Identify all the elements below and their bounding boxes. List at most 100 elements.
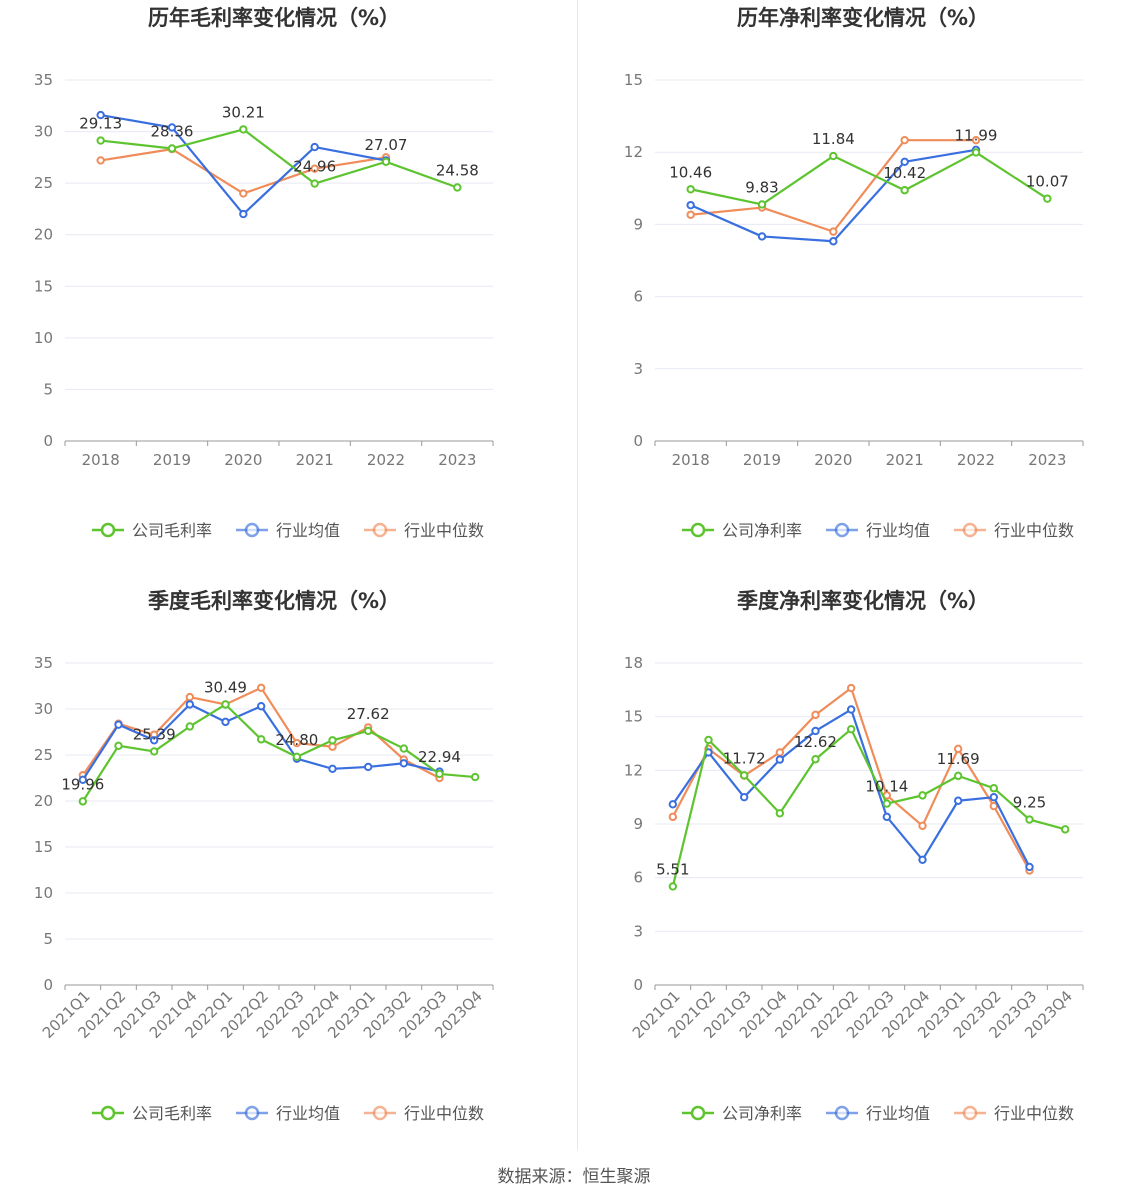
legend-label-company: 公司毛利率 [132, 1104, 212, 1123]
data-point-company [381, 157, 391, 166]
legend-marker-industry_median [962, 1105, 978, 1121]
x-tick-label: 2023 [438, 451, 476, 469]
y-tick-label: 30 [34, 700, 53, 718]
chart-title: 季度净利率变化情况（%） [737, 589, 989, 613]
y-tick-label: 25 [34, 174, 53, 192]
data-point-company [846, 724, 856, 734]
data-label: 28.36 [151, 122, 194, 140]
data-point-industry_median [686, 210, 695, 219]
data-label: 25.39 [133, 725, 176, 743]
data-point-company [900, 186, 909, 195]
data-point-company [1025, 815, 1034, 824]
data-point-company [114, 741, 123, 751]
data-point-industry_avg [185, 700, 195, 709]
chart-title: 季度毛利率变化情况（%） [148, 589, 400, 613]
data-point-company [239, 125, 248, 134]
data-point-industry_avg [900, 157, 909, 167]
data-point-industry_avg [811, 726, 820, 736]
data-point-company [918, 791, 927, 800]
data-point-industry_median [953, 744, 963, 754]
data-label: 9.83 [745, 178, 778, 196]
data-point-company [256, 735, 266, 744]
legend-label-industry_median: 行业中位数 [994, 521, 1074, 540]
data-point-industry_median [185, 692, 195, 702]
data-point-industry_median [811, 710, 820, 720]
y-tick-label: 0 [633, 432, 643, 450]
data-point-company [811, 755, 820, 764]
data-point-industry_avg [363, 762, 373, 772]
y-tick-label: 15 [34, 277, 53, 295]
data-point-industry_avg [775, 755, 785, 764]
data-point-company [757, 200, 767, 209]
data-point-company [829, 151, 838, 161]
y-tick-label: 35 [34, 71, 53, 89]
legend-marker-industry_median [372, 1105, 388, 1121]
data-point-company [221, 700, 230, 709]
data-point-company [78, 797, 88, 806]
data-point-company [167, 144, 177, 153]
data-label: 10.42 [883, 164, 926, 182]
series-line-company [100, 128, 458, 189]
data-label: 10.07 [1026, 173, 1069, 191]
x-tick-label: 2019 [153, 451, 191, 469]
data-point-industry_avg [221, 717, 230, 727]
x-tick-label: 2018 [672, 451, 710, 469]
data-point-industry_median [328, 742, 337, 751]
chart-title: 历年毛利率变化情况（%） [148, 6, 400, 30]
data-point-industry_avg [1025, 862, 1034, 872]
legend-marker-industry_avg [834, 1105, 850, 1121]
data-point-company [739, 771, 749, 780]
series-line-industry_median [100, 148, 387, 195]
data-point-company [149, 747, 159, 756]
data-label: 29.13 [79, 115, 122, 133]
y-tick-label: 18 [624, 654, 643, 672]
x-tick-label: 2022 [957, 451, 995, 469]
y-tick-label: 0 [43, 432, 53, 450]
legend-marker-industry_avg [244, 1105, 260, 1121]
y-tick-label: 3 [633, 360, 643, 378]
series-line-company [81, 703, 476, 802]
y-tick-label: 3 [633, 922, 643, 940]
data-point-industry_avg [310, 142, 319, 152]
data-label: 11.69 [937, 750, 980, 768]
x-tick-label: 2022 [367, 451, 405, 469]
data-label: 27.62 [347, 705, 390, 723]
legend-marker-industry_median [962, 522, 978, 538]
legend-label-industry_avg: 行业均值 [276, 1104, 340, 1123]
data-point-industry_median [971, 135, 981, 145]
legend-label-industry_avg: 行业均值 [866, 521, 930, 540]
panel-divider [577, 0, 578, 1150]
data-point-company [310, 179, 319, 188]
legend-marker-company [690, 1105, 706, 1121]
legend-marker-industry_avg [834, 522, 850, 538]
chart-annual-gross-margin: 历年毛利率变化情况（%） 0 5 10 15 20 25 30 35 2018 2019 2020 20… [34, 6, 494, 540]
data-point-industry_avg [399, 759, 409, 768]
data-point-industry_avg [829, 237, 838, 246]
y-tick-label: 5 [43, 930, 53, 948]
data-point-industry_median [829, 227, 838, 236]
data-point-company [1043, 194, 1052, 203]
series-line-industry_median [671, 686, 1031, 872]
data-label: 11.99 [955, 126, 998, 144]
x-tick-label: 2021 [296, 451, 334, 469]
y-tick-label: 15 [624, 708, 643, 726]
data-point-industry_avg [918, 855, 927, 864]
chart-annual-net-margin: 历年净利率变化情况（%） 0 3 6 9 12 15 2018 2019 2020 2021 2022… [624, 6, 1084, 540]
y-tick-label: 15 [34, 838, 53, 856]
x-tick-label: 2020 [814, 451, 852, 469]
data-label: 24.96 [293, 158, 336, 176]
data-point-industry_median [918, 821, 927, 830]
x-tick-label: 2020 [224, 451, 262, 469]
y-tick-label: 10 [34, 329, 53, 347]
data-point-company [96, 136, 105, 145]
data-point-industry_avg [739, 792, 749, 802]
data-point-industry_median [292, 738, 302, 748]
chart-panel-quarterly-net-margin: 季度净利率变化情况（%） 0 3 6 9 12 15 18 2021Q1 2021Q2 2021Q3… [590, 583, 1148, 1166]
data-point-industry_avg [96, 110, 105, 120]
data-label: 19.96 [61, 775, 104, 793]
data-point-company [989, 784, 999, 793]
chart-panel-annual-net-margin: 历年净利率变化情况（%） 0 3 6 9 12 15 2018 2019 2020 2021 2022… [590, 0, 1148, 583]
legend-label-industry_avg: 行业均值 [276, 521, 340, 540]
data-point-company [953, 771, 963, 781]
y-tick-label: 9 [633, 815, 643, 833]
